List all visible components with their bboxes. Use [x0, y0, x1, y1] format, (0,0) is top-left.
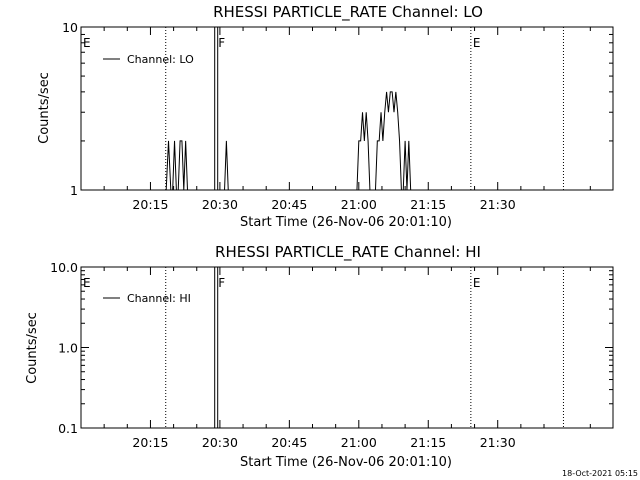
- x-tick-label: 20:15: [132, 197, 168, 212]
- x-tick-label: 21:30: [480, 435, 516, 450]
- event-marker-label: E: [473, 276, 481, 290]
- y-tick-label: 1.0: [58, 341, 78, 356]
- x-axis-label: Start Time (26-Nov-06 20:01:10): [240, 455, 452, 470]
- x-tick-label: 20:15: [132, 435, 168, 450]
- event-marker-label: E: [83, 276, 91, 290]
- event-marker-label: F: [218, 36, 225, 50]
- legend: Channel: LO: [103, 53, 194, 66]
- series-line: [165, 140, 262, 191]
- y-axis-label: Counts/sec: [37, 72, 52, 144]
- x-tick-label: 21:15: [410, 435, 446, 450]
- x-axis-label: Start Time (26-Nov-06 20:01:10): [240, 215, 452, 230]
- x-tick-label: 20:45: [271, 197, 307, 212]
- event-marker-label: E: [83, 36, 91, 50]
- x-tick-label: 21:00: [341, 197, 377, 212]
- x-tick-label: 21:30: [480, 197, 516, 212]
- y-axis-label: Counts/sec: [25, 312, 40, 384]
- x-tick-label: 20:30: [202, 197, 238, 212]
- legend-label: Channel: HI: [127, 292, 191, 305]
- panel-hi: RHESSI PARTICLE_RATE Channel: HI Counts/…: [25, 243, 614, 470]
- y-tick-label: 10: [62, 20, 78, 35]
- series-lines: [165, 91, 419, 191]
- chart-title: RHESSI PARTICLE_RATE Channel: HI: [215, 243, 481, 262]
- x-tick-label: 21:15: [410, 197, 446, 212]
- y-tick-label: 1: [70, 183, 78, 198]
- plot-frame: [80, 26, 614, 191]
- event-marker-label: F: [218, 276, 225, 290]
- footer-timestamp: 18-Oct-2021 05:15: [562, 469, 638, 478]
- y-tick-label: 0.1: [58, 421, 78, 436]
- event-marker-label: E: [473, 36, 481, 50]
- panel-lo: RHESSI PARTICLE_RATE Channel: LO Counts/…: [37, 3, 614, 230]
- x-tick-label: 20:45: [271, 435, 307, 450]
- chart-title: RHESSI PARTICLE_RATE Channel: LO: [213, 3, 483, 22]
- x-tick-label: 20:30: [202, 435, 238, 450]
- x-tick-label: 21:00: [341, 435, 377, 450]
- y-tick-label: 10.0: [50, 260, 78, 275]
- legend-label: Channel: LO: [127, 53, 194, 66]
- series-line: [356, 91, 419, 191]
- legend: Channel: HI: [103, 292, 191, 305]
